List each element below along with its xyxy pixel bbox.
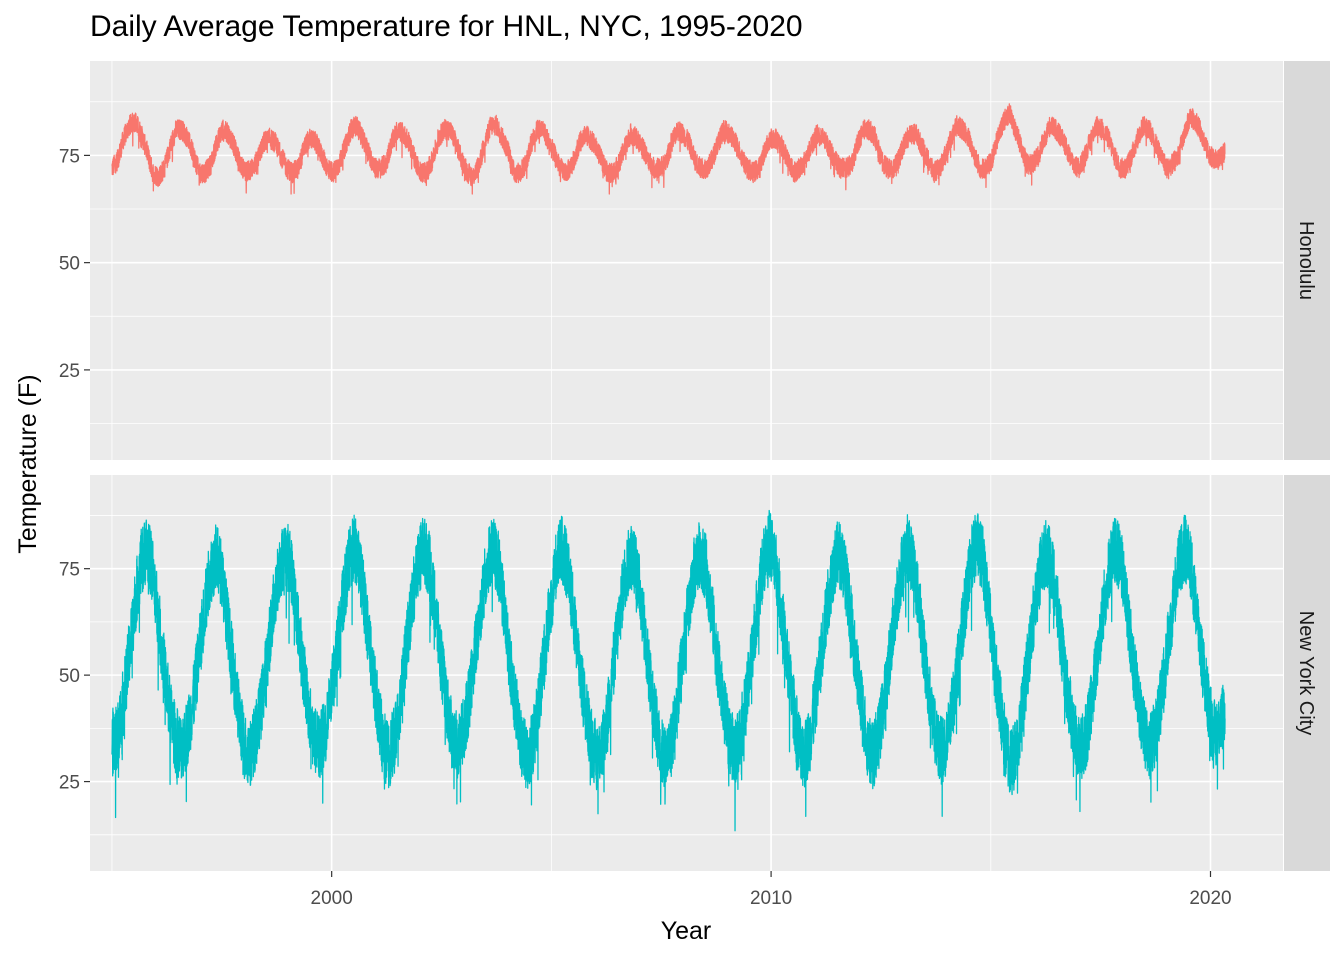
y-tick-label: 50 xyxy=(59,666,80,687)
y-tick-label: 50 xyxy=(59,254,80,275)
y-tick-label: 25 xyxy=(59,361,80,382)
x-axis-title: Year xyxy=(661,917,712,945)
y-tick-label: 75 xyxy=(59,146,80,167)
series-line-honolulu xyxy=(111,103,1226,195)
facet-label-new-york-city: New York City xyxy=(1295,611,1317,736)
series-line-new-york-city xyxy=(111,509,1226,832)
facet-strip-honolulu xyxy=(1284,61,1330,460)
x-tick-label: 2010 xyxy=(750,888,792,909)
facet-strip-new-york-city xyxy=(1284,475,1330,871)
x-tick-label: 2000 xyxy=(311,888,353,909)
x-tick-label: 2020 xyxy=(1189,888,1231,909)
y-tick-label: 75 xyxy=(59,560,80,581)
y-axis-title: Temperature (F) xyxy=(14,374,42,553)
chart-title: Daily Average Temperature for HNL, NYC, … xyxy=(90,10,803,43)
axes-layer: 25 50 75 25 50 75 2000 2010 2020 xyxy=(59,146,1232,909)
panels-layer: Honolulu New York City xyxy=(90,61,1330,871)
panel-background-honolulu xyxy=(90,61,1283,460)
facet-label-honolulu: Honolulu xyxy=(1295,221,1317,300)
y-tick-label: 25 xyxy=(59,773,80,794)
